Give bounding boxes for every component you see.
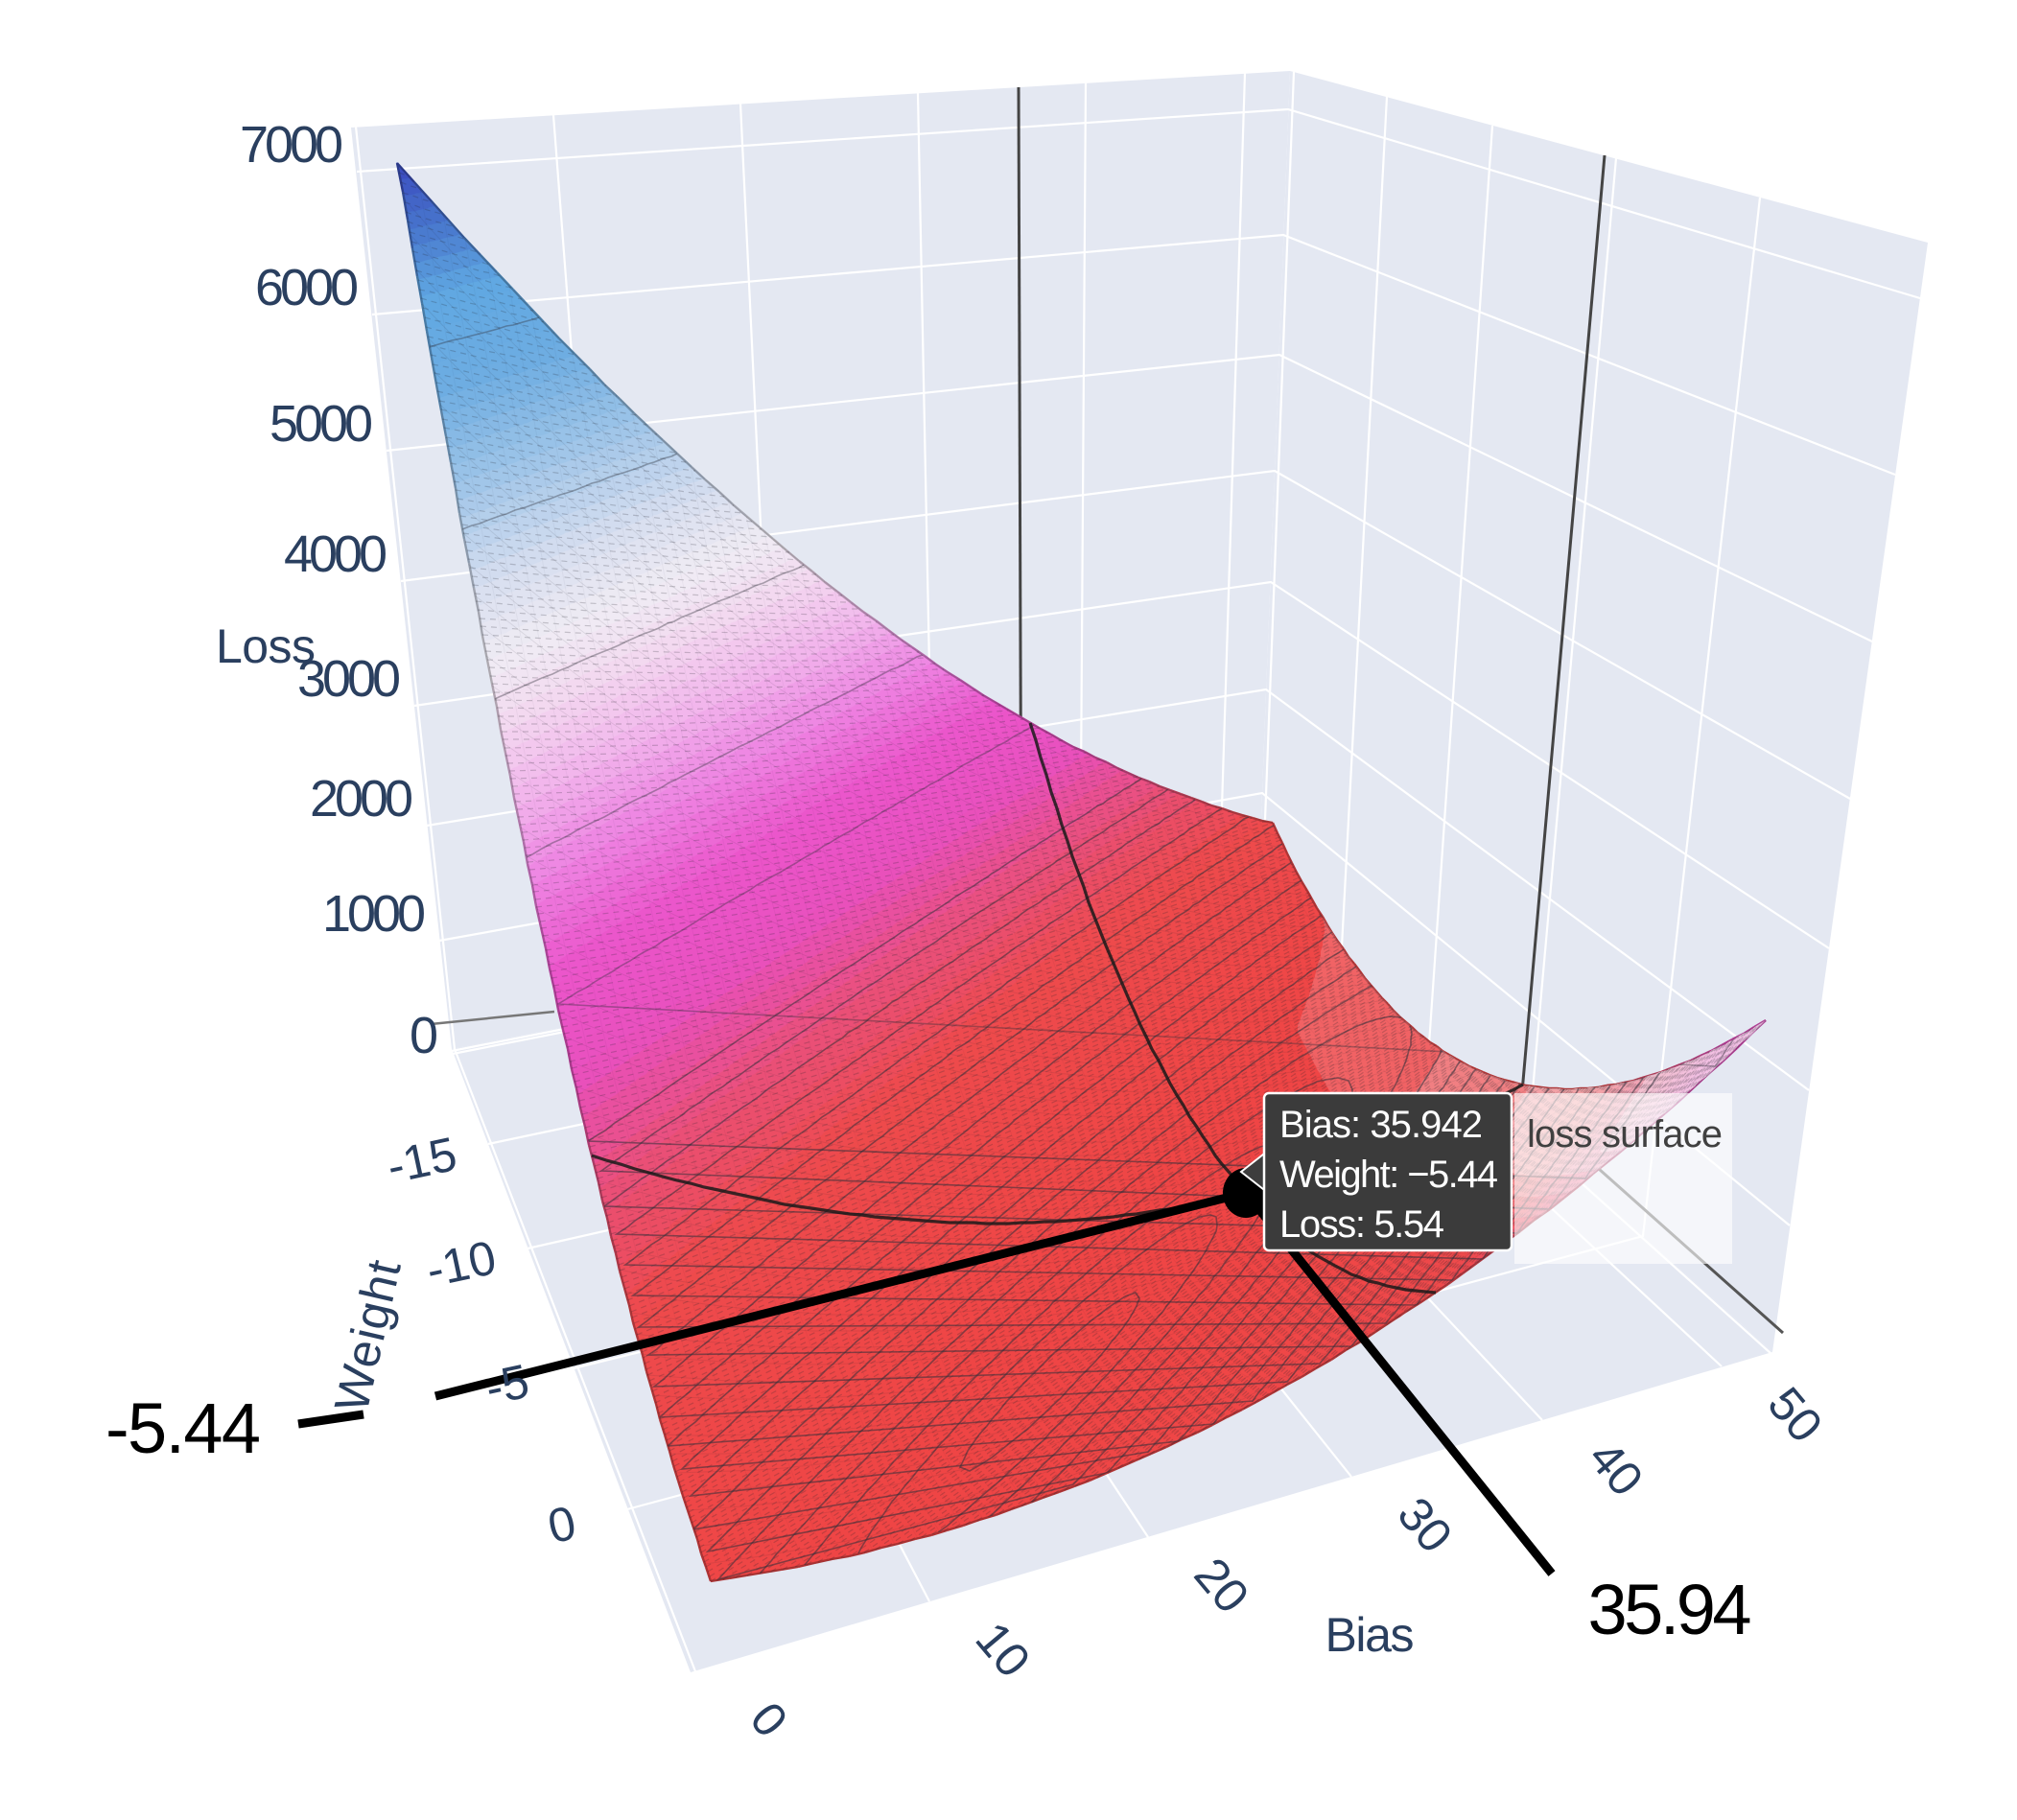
svg-text:Bias: Bias bbox=[1325, 1608, 1415, 1662]
svg-text:Loss: 5.54: Loss: 5.54 bbox=[1279, 1203, 1444, 1246]
svg-text:-5.44: -5.44 bbox=[106, 1388, 261, 1468]
svg-text:Bias: 35.942: Bias: 35.942 bbox=[1279, 1104, 1483, 1146]
svg-text:Weight: −5.44: Weight: −5.44 bbox=[1279, 1154, 1498, 1196]
svg-text:35.94: 35.94 bbox=[1588, 1570, 1752, 1649]
svg-text:5000: 5000 bbox=[270, 395, 373, 453]
svg-text:loss surface: loss surface bbox=[1527, 1113, 1723, 1155]
svg-text:0: 0 bbox=[410, 1007, 438, 1064]
svg-text:3000: 3000 bbox=[297, 650, 401, 708]
svg-text:4000: 4000 bbox=[284, 525, 387, 583]
svg-text:1000: 1000 bbox=[322, 885, 426, 943]
svg-text:7000: 7000 bbox=[240, 116, 343, 174]
svg-text:6000: 6000 bbox=[255, 259, 359, 316]
svg-text:2000: 2000 bbox=[310, 770, 413, 828]
svg-text:Loss: Loss bbox=[216, 619, 316, 673]
